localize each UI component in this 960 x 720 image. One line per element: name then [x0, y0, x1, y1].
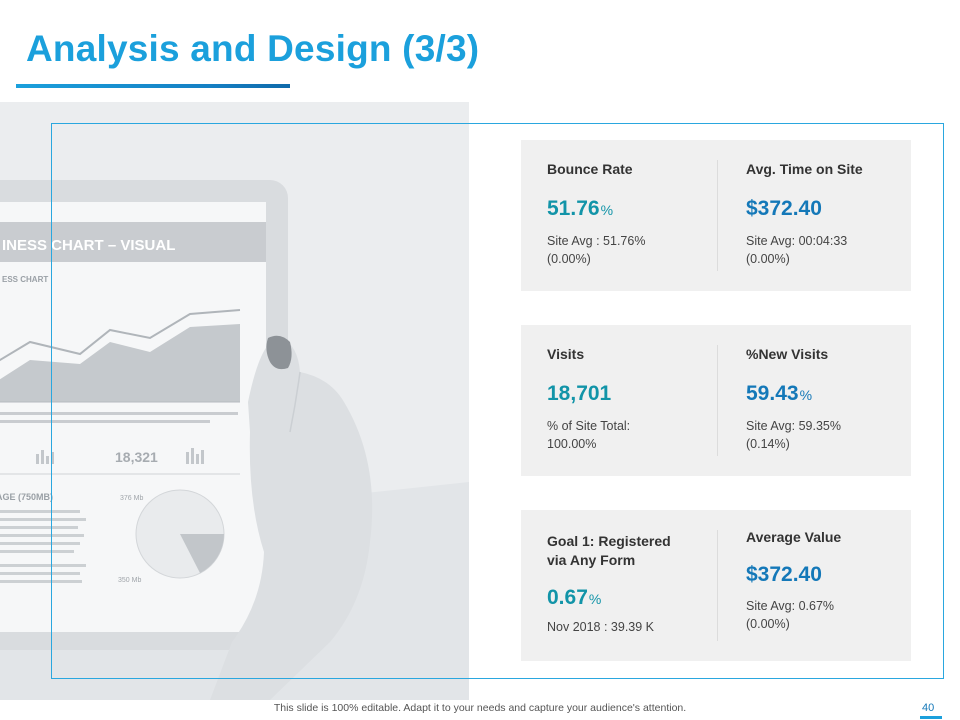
card-divider — [717, 160, 718, 271]
metric-sub-line-1: Nov 2018 : 39.39 K — [547, 620, 655, 634]
metric-sub-line-1: Site Avg: 00:04:33 — [746, 234, 848, 248]
card-divider — [717, 345, 718, 456]
metric-bounce-rate: Bounce Rate 51.76% Site Avg : 51.76% (0.… — [547, 160, 707, 268]
metric-average-value: Average Value $372.40 Site Avg: 0.67% (0… — [746, 528, 906, 633]
metric-label: Avg. Time on Site — [746, 161, 863, 177]
metric-card-2: Visits 18,701 % of Site Total: 100.00% %… — [521, 325, 911, 476]
tablet-photo: INESS CHART – VISUAL ESS CHART 18,321 AG… — [0, 102, 469, 700]
title-underline — [16, 84, 290, 88]
metric-label: Bounce Rate — [547, 161, 633, 177]
screen-size-label: AGE (750MB) — [0, 492, 53, 502]
metric-label: Visits — [547, 346, 585, 362]
metric-value: 18,701 — [547, 382, 612, 405]
tablet-screen — [0, 202, 266, 632]
metric-sub-line-2: 100.00% — [547, 437, 597, 451]
metric-visits: Visits 18,701 % of Site Total: 100.00% — [547, 345, 707, 453]
screen-small-label-2: 350 Mb — [118, 577, 141, 584]
page-number-underline — [920, 716, 942, 719]
metric-value: $372.40 — [746, 563, 822, 586]
metric-goal-registered: Goal 1: Registered via Any Form 0.67% No… — [547, 532, 707, 636]
footer-note: This slide is 100% editable. Adapt it to… — [273, 702, 687, 714]
metric-value: 0.67% — [547, 586, 602, 609]
screen-small-label-1: 376 Mb — [120, 495, 143, 502]
metric-value: 59.43% — [746, 382, 813, 405]
metric-sub-line-1: Site Avg: 0.67% — [746, 599, 835, 613]
metric-label: Average Value — [746, 529, 842, 545]
metric-card-1: Bounce Rate 51.76% Site Avg : 51.76% (0.… — [521, 140, 911, 291]
screen-header: INESS CHART – VISUAL — [2, 237, 175, 254]
metric-card-3: Goal 1: Registered via Any Form 0.67% No… — [521, 510, 911, 661]
metric-label-line-2: via Any Form — [547, 552, 636, 568]
metric-new-visits: %New Visits 59.43% Site Avg: 59.35% (0.1… — [746, 345, 906, 453]
tablet-illustration: INESS CHART – VISUAL ESS CHART 18,321 AG… — [0, 102, 469, 700]
metric-label-line-1: Goal 1: Registered — [547, 533, 671, 549]
metric-avg-time-on-site: Avg. Time on Site $372.40 Site Avg: 00:0… — [746, 160, 906, 268]
metric-label: %New Visits — [746, 346, 829, 362]
hand — [210, 337, 373, 700]
card-divider — [717, 530, 718, 641]
screen-subheader: ESS CHART — [2, 275, 48, 284]
metric-value: $372.40 — [746, 197, 822, 220]
fingernail — [266, 335, 292, 370]
metric-sub-line-1: Site Avg : 51.76% — [547, 234, 646, 248]
screen-big-number: 18,321 — [115, 449, 158, 465]
metric-sub-line-2: (0.00%) — [746, 252, 790, 266]
slide-title: Analysis and Design (3/3) — [26, 28, 480, 69]
screen-area-chart — [0, 324, 240, 402]
metric-sub-line-2: (0.14%) — [746, 437, 790, 451]
metric-sub-line-1: Site Avg: 59.35% — [746, 419, 841, 433]
metric-sub-line-2: (0.00%) — [746, 617, 790, 631]
metric-value: 51.76% — [547, 197, 614, 220]
metric-sub-line-1: % of Site Total: — [547, 419, 631, 433]
metric-sub-line-2: (0.00%) — [547, 252, 591, 266]
page-number: 40 — [922, 702, 935, 714]
